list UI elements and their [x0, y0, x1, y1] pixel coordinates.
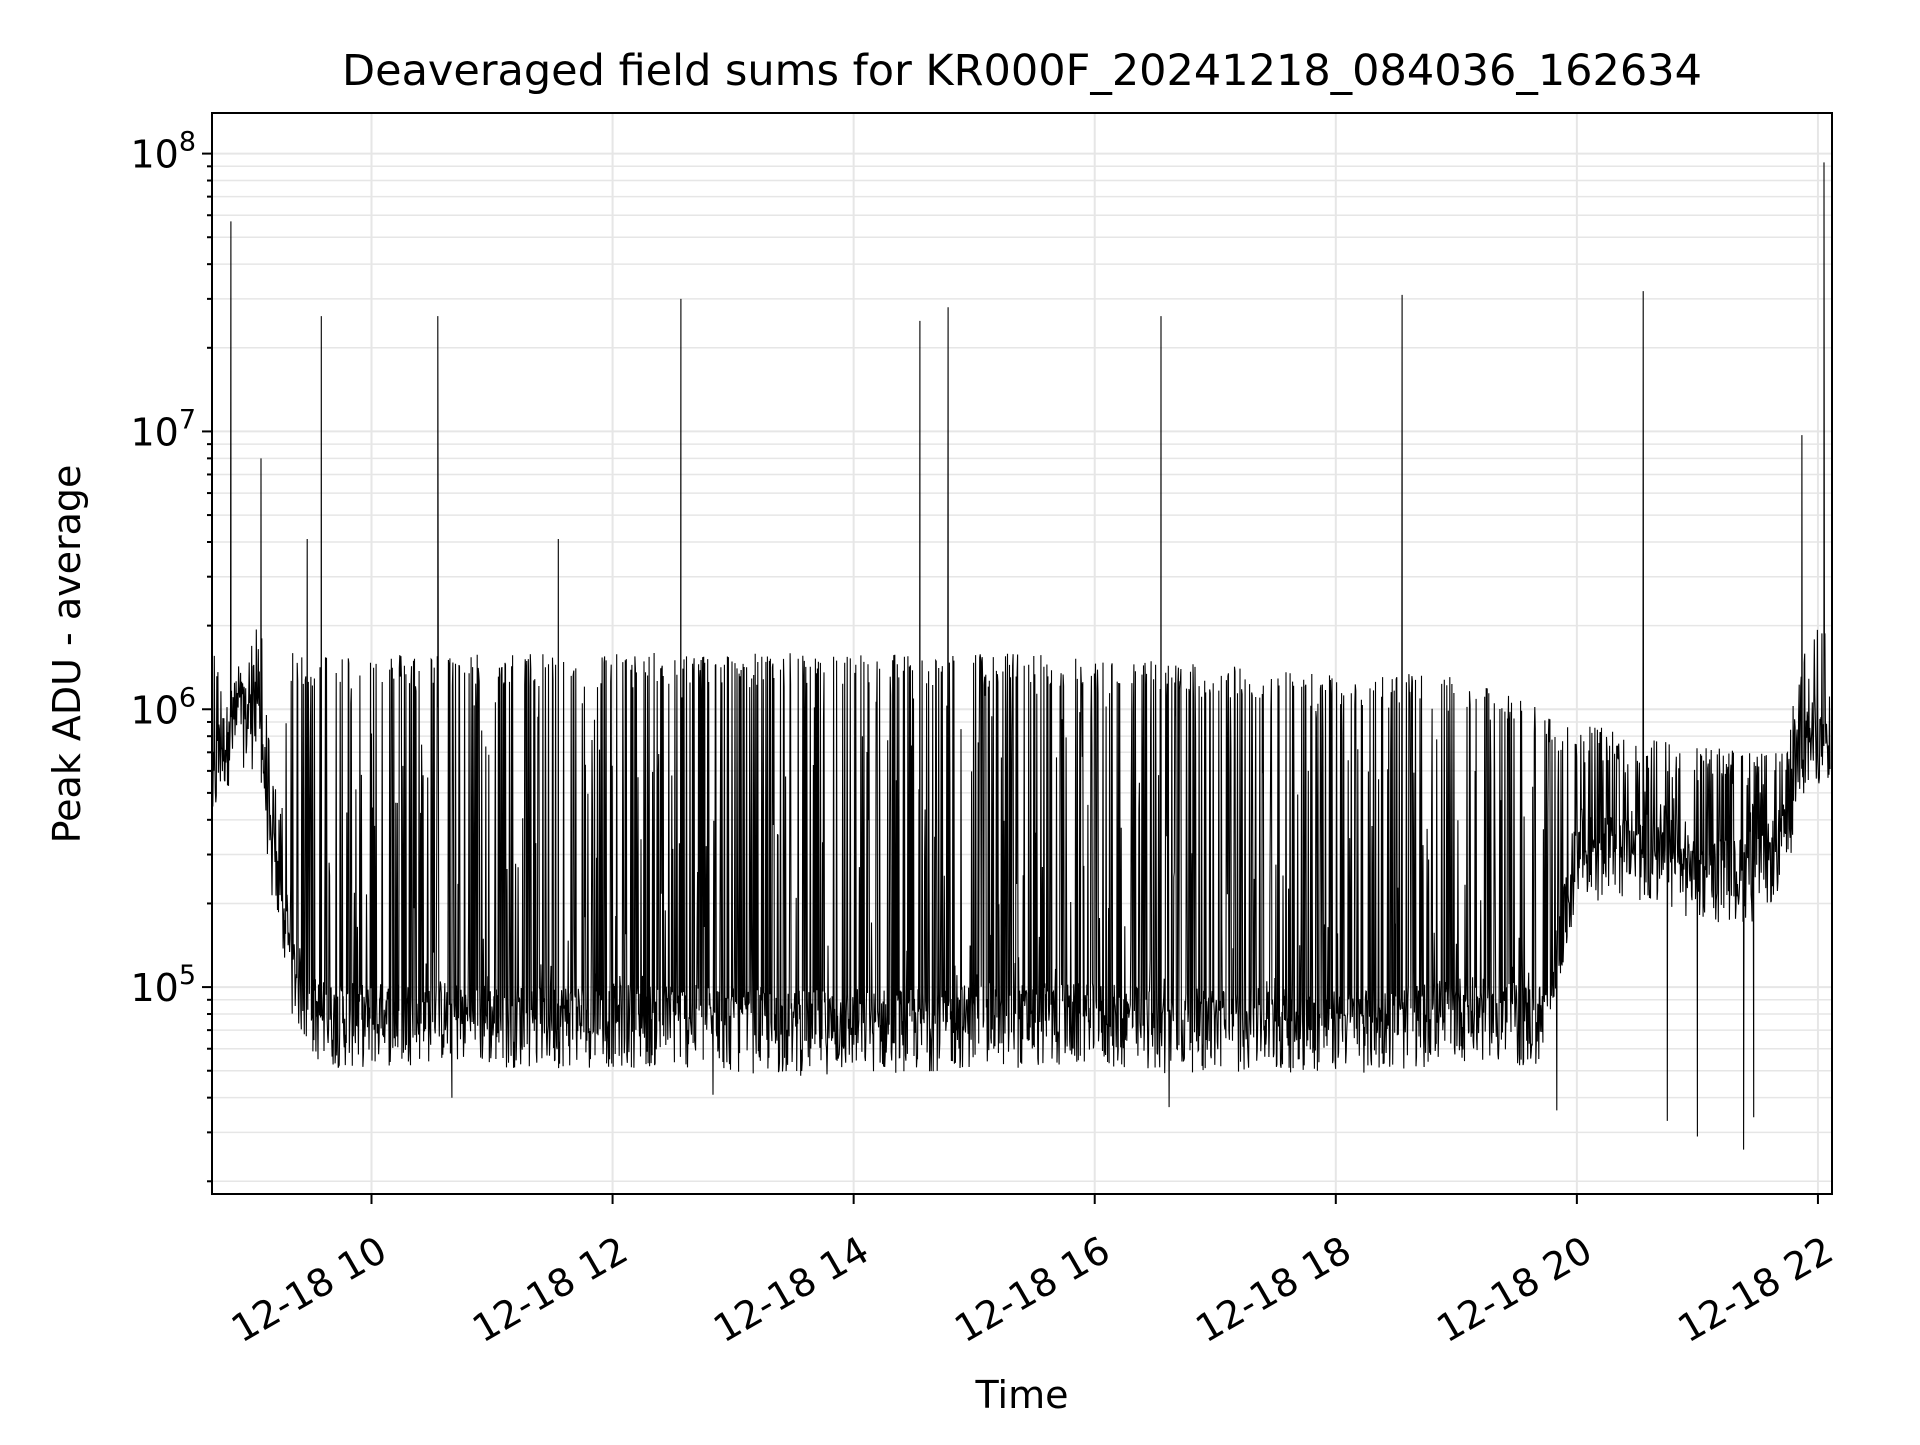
plot-frame: [211, 112, 1833, 1195]
y-tick-label: 106: [130, 682, 196, 732]
data-series: [212, 162, 1831, 1150]
series-line: [212, 162, 1831, 1150]
y-axis-label: Peak ADU - average: [45, 465, 89, 844]
y-tick-label: 105: [130, 960, 196, 1010]
y-tick-label: 107: [130, 404, 196, 454]
x-axis-label: Time: [975, 1373, 1069, 1417]
chart-title: Deaveraged field sums for KR000F_2024121…: [342, 46, 1702, 96]
y-tick-label: 108: [130, 127, 196, 177]
